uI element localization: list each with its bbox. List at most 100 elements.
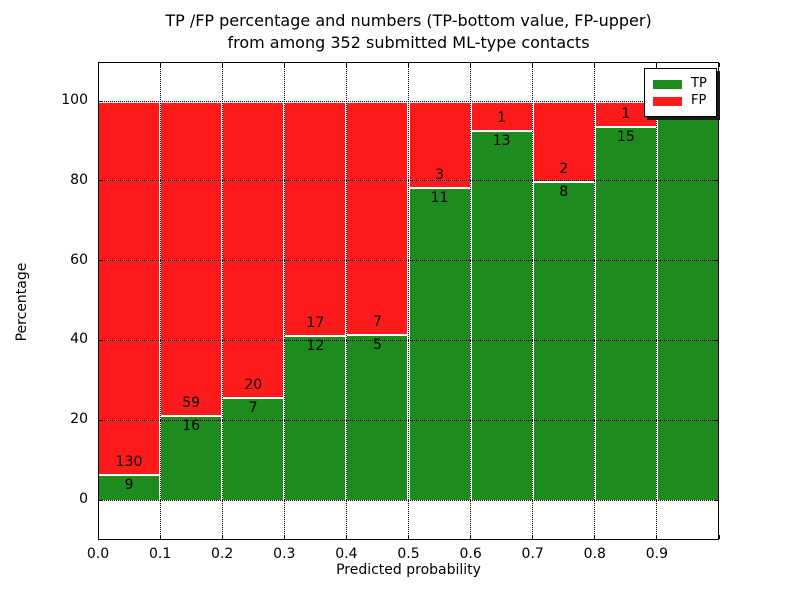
bar-segment-tp-4 [346,333,409,500]
x-tick-bottom [221,535,223,539]
x-tick-label-0.7: 0.7 [521,546,544,562]
x-tick-bottom [594,535,596,539]
v-gridline-0.5 [408,62,409,540]
bar-segment-fp-1 [160,101,223,415]
fp-count-label-6: 1 [497,109,507,126]
bar-segment-fp-7 [532,101,595,181]
bar-segment-tp-3 [284,334,347,500]
x-tick-bottom [159,535,161,539]
tp-count-label-7: 8 [559,183,569,200]
legend-label-tp: TP [691,76,707,91]
x-axis-label: Predicted probability [336,562,481,578]
y-tick-right [714,419,718,421]
x-tick-label-0.3: 0.3 [273,546,296,562]
chart-title: TP /FP percentage and numbers (TP-bottom… [98,10,719,54]
fp-count-label-0: 130 [115,454,143,471]
bar-segment-tp-8 [594,125,657,500]
tp-count-label-6: 13 [492,132,511,149]
y-tick-left [99,180,103,182]
bar-segment-fp-2 [222,101,285,397]
y-tick-left [99,260,103,262]
v-gridline-0.6 [470,62,472,540]
tp-count-label-0: 9 [124,477,134,494]
fp-count-label-1: 59 [182,394,201,411]
bar-segment-tp-5 [408,186,471,500]
x-tick-label-0.0: 0.0 [86,546,110,562]
fp-count-label-7: 2 [559,160,569,177]
x-tick-label-0.5: 0.5 [397,546,420,562]
y-tick-label-20: 20 [70,411,88,428]
fp-count-label-3: 17 [306,314,325,331]
bar-segment-tp-9 [656,101,719,500]
fp-count-label-8: 1 [621,105,631,122]
x-tick-bottom [470,535,472,539]
x-tick-top [159,63,161,67]
fp-count-label-5: 3 [435,166,445,183]
x-tick-top [221,63,223,67]
y-tick-right [714,260,718,262]
v-gridline-0.3 [283,62,285,540]
legend-item-tp: TP [653,77,707,91]
y-tick-label-40: 40 [70,331,88,348]
tp-count-label-1: 16 [182,417,201,434]
tp-count-label-4: 5 [372,336,382,353]
tp-count-label-2: 7 [248,399,258,416]
bar-segment-tp-0 [98,474,161,500]
bar-segment-fp-5 [408,101,471,187]
legend-label-fp: FP [691,93,707,108]
tp-count-label-8: 15 [616,128,635,145]
x-tick-bottom [345,535,347,539]
x-tick-bottom [408,535,409,539]
bar-segment-fp-0 [98,101,161,475]
bar-segment-fp-3 [284,101,347,335]
x-tick-label-0.9: 0.9 [645,546,669,562]
tp-color-swatch-icon [653,79,682,89]
x-tick-label-0.2: 0.2 [211,546,234,562]
fp-color-swatch-icon [653,96,682,106]
x-tick-bottom [283,535,285,539]
x-tick-top [345,63,347,67]
x-tick-top [283,63,285,67]
x-tick-top [656,63,658,67]
y-tick-label-0: 0 [79,491,88,507]
bar-segment-fp-4 [346,101,409,334]
tp-count-label-5: 11 [430,189,449,206]
v-gridline-0.1 [159,62,161,540]
y-tick-right [714,499,718,501]
fp-count-label-4: 7 [372,313,382,330]
y-tick-left [99,100,103,102]
h-gridline-100 [98,100,719,102]
tp-count-label-3: 12 [306,337,325,354]
legend-item-fp: FP [653,94,707,108]
h-gridline-60 [98,260,719,262]
bar-segment-fp-6 [470,101,533,130]
x-tick-top [718,63,720,67]
v-gridline-0.7 [532,62,534,540]
y-tick-left [99,499,103,501]
x-tick-label-0.1: 0.1 [148,546,172,562]
v-gridline-0.2 [221,62,223,540]
x-tick-label-0.8: 0.8 [583,546,606,562]
h-gridline-80 [98,180,719,182]
x-tick-label-0.4: 0.4 [335,546,358,562]
y-tick-left [99,419,103,421]
v-gridline-0.4 [345,62,347,540]
x-tick-top [532,63,534,67]
x-tick-bottom [532,535,534,539]
bar-segment-tp-1 [160,414,223,500]
x-tick-bottom [656,535,658,539]
x-tick-top [97,63,99,67]
bar-segment-tp-2 [222,396,285,500]
y-tick-label-60: 60 [70,251,88,268]
x-tick-label-0.6: 0.6 [459,546,482,562]
chart-title-line1: TP /FP percentage and numbers (TP-bottom… [165,11,652,30]
h-gridline-20 [98,419,719,421]
chart-title-line2: from among 352 submitted ML-type contact… [227,33,590,52]
y-tick-right [714,180,718,182]
v-gridline-0.9 [656,62,658,540]
y-tick-label-100: 100 [61,92,88,108]
v-gridline-0.8 [594,62,596,540]
bar-segment-tp-6 [470,129,533,500]
